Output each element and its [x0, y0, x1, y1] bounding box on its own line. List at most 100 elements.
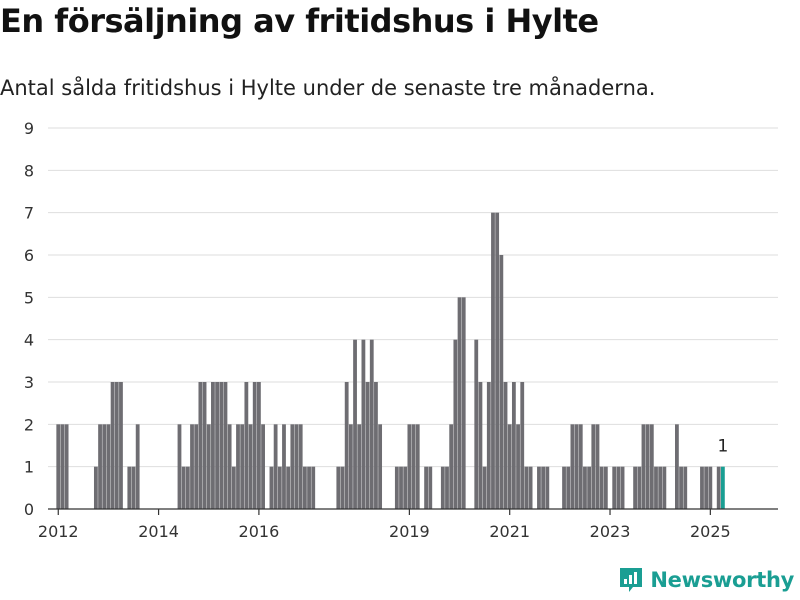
bar [474, 339, 479, 509]
x-tick-label: 2021 [489, 522, 530, 541]
bar [135, 424, 140, 509]
x-tick-label: 2016 [239, 522, 280, 541]
bar [252, 382, 257, 509]
bar [662, 466, 667, 509]
x-tick-label: 2012 [38, 522, 79, 541]
data-labels: 1 [717, 437, 728, 457]
bar [311, 466, 316, 509]
bar [394, 466, 399, 509]
bar [56, 424, 61, 509]
bar [119, 382, 123, 509]
bar [290, 424, 295, 509]
chart-title: En försäljning av fritidshus i Hylte [0, 2, 599, 40]
bar [378, 424, 383, 509]
bar [261, 424, 265, 509]
bar [302, 466, 307, 509]
bar [482, 466, 487, 509]
bar [223, 382, 228, 509]
x-tick-label: 2025 [690, 522, 731, 541]
bar [294, 424, 299, 509]
bar [369, 339, 374, 509]
bar [273, 424, 278, 509]
bar [440, 466, 445, 509]
bar [114, 382, 119, 509]
y-tick-label: 8 [24, 161, 34, 180]
bar [478, 382, 483, 509]
bar [240, 424, 245, 509]
y-tick-label: 0 [24, 500, 34, 519]
y-tick-label: 2 [24, 415, 34, 434]
bar [190, 424, 194, 509]
y-tick-label: 5 [24, 288, 34, 307]
bar [507, 424, 512, 509]
bar [340, 466, 345, 509]
bar [675, 424, 679, 509]
bar [98, 424, 102, 509]
y-tick-label: 6 [24, 246, 34, 265]
bar [612, 466, 617, 509]
bar [528, 466, 533, 509]
bar [374, 382, 378, 509]
bar [399, 466, 403, 509]
bar [658, 466, 663, 509]
bar [64, 424, 69, 509]
bar [499, 255, 504, 509]
bar [282, 424, 286, 509]
bar [541, 466, 546, 509]
brand-name: Newsworthy [650, 568, 794, 592]
bar [516, 424, 520, 509]
bar [700, 466, 704, 509]
bar [599, 466, 604, 509]
bar [206, 424, 211, 509]
bar [411, 424, 416, 509]
bar [637, 466, 642, 509]
bar [570, 424, 575, 509]
bar [219, 382, 224, 509]
bars [56, 212, 725, 509]
bar [574, 424, 579, 509]
bar [461, 297, 466, 509]
bar [403, 466, 408, 509]
bar [511, 382, 516, 509]
bar [578, 424, 583, 509]
bar [102, 424, 107, 509]
bar [202, 382, 207, 509]
bar [211, 382, 215, 509]
bar-highlight [720, 466, 725, 509]
bar [503, 382, 508, 509]
data-label-last: 1 [717, 437, 728, 457]
x-axis-ticks: 2012 2014 2016 2019 2021 2023 2025 [38, 509, 731, 541]
bar [708, 466, 713, 509]
bar [524, 466, 529, 509]
bar [257, 382, 261, 509]
bar [457, 297, 462, 509]
bar [453, 339, 458, 509]
bar [445, 466, 449, 509]
x-tick-label: 2014 [138, 522, 179, 541]
bar [110, 382, 115, 509]
bar [336, 466, 341, 509]
newsworthy-logo-icon [620, 568, 643, 592]
bar [424, 466, 428, 509]
bar [587, 466, 592, 509]
bar [298, 424, 303, 509]
bar [562, 466, 566, 509]
bar [716, 466, 721, 509]
bar [307, 466, 311, 509]
y-tick-label: 3 [24, 373, 34, 392]
bar [244, 382, 249, 509]
bar [177, 424, 182, 509]
bar [537, 466, 541, 509]
y-tick-label: 9 [24, 119, 34, 138]
bar [407, 424, 412, 509]
bar [486, 382, 491, 509]
x-tick-label: 2023 [590, 522, 631, 541]
bar [616, 466, 621, 509]
y-tick-label: 4 [24, 331, 34, 350]
bar [353, 339, 357, 509]
bar [181, 466, 186, 509]
bar [491, 212, 495, 509]
bar [649, 424, 654, 509]
bar [633, 466, 637, 509]
bar [654, 466, 658, 509]
